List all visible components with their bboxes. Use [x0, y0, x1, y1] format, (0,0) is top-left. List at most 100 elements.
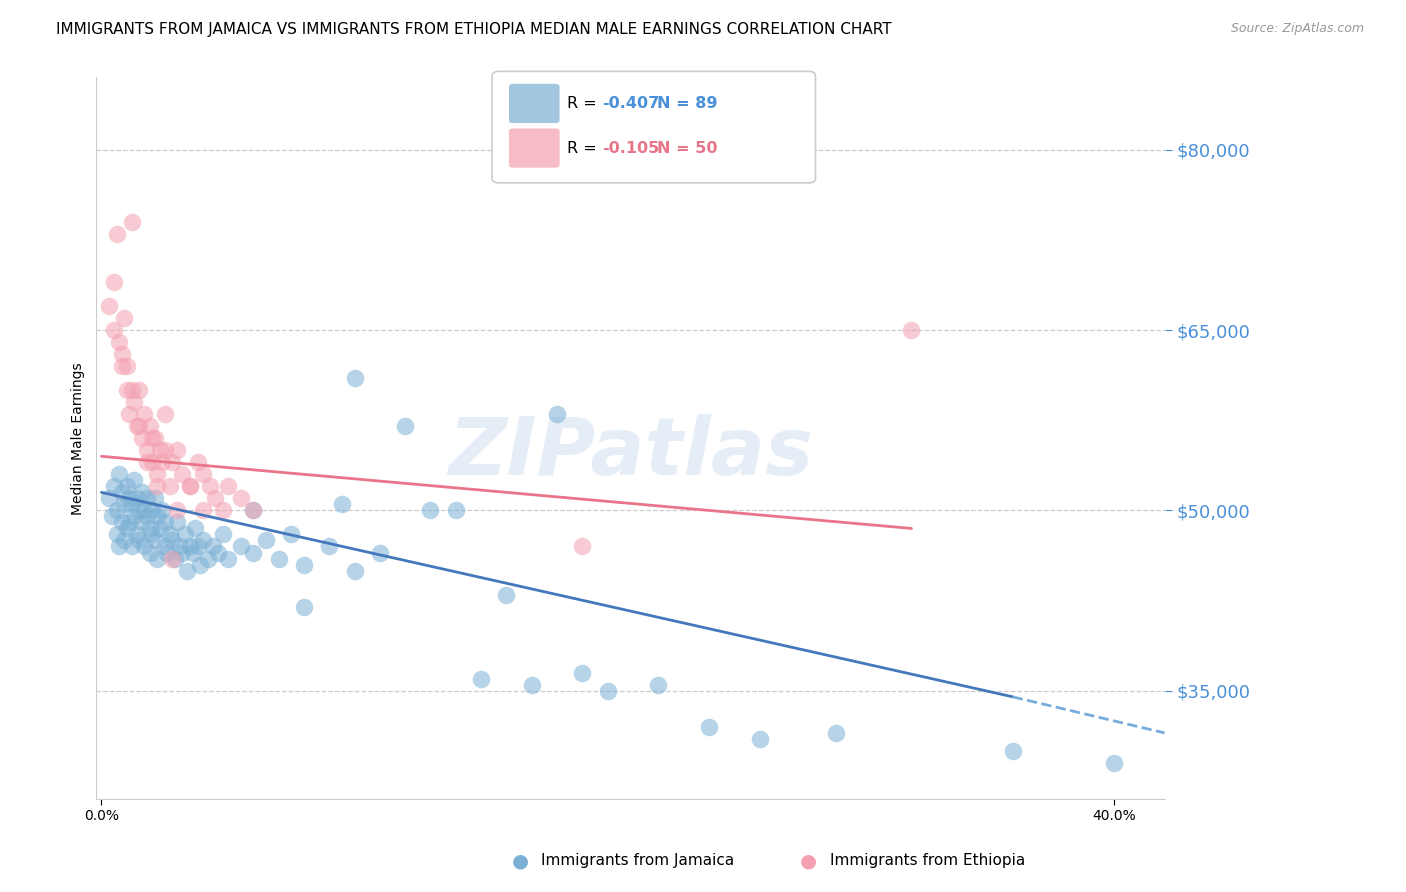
- Point: [128, 383, 150, 397]
- Point: [242, 503, 264, 517]
- Point: [343, 371, 366, 385]
- Point: [141, 431, 163, 445]
- Point: [184, 521, 207, 535]
- Point: [131, 516, 153, 530]
- Text: ●: ●: [800, 851, 817, 871]
- Point: [571, 665, 593, 680]
- Point: [162, 533, 184, 548]
- Point: [125, 491, 148, 506]
- Point: [146, 551, 169, 566]
- Point: [201, 540, 224, 554]
- Point: [179, 479, 201, 493]
- Point: [697, 720, 720, 734]
- Point: [181, 545, 204, 559]
- Point: [444, 503, 467, 517]
- Point: [134, 540, 156, 554]
- Point: [166, 443, 188, 458]
- Point: [136, 443, 159, 458]
- Point: [169, 540, 191, 554]
- Point: [1001, 744, 1024, 758]
- Point: [318, 540, 340, 554]
- Point: [495, 588, 517, 602]
- Point: [470, 672, 492, 686]
- Point: [103, 275, 125, 289]
- Point: [128, 503, 150, 517]
- Text: -0.407: -0.407: [602, 96, 659, 111]
- Point: [368, 545, 391, 559]
- Point: [121, 497, 143, 511]
- Point: [166, 503, 188, 517]
- Point: [103, 323, 125, 337]
- Point: [207, 545, 229, 559]
- Point: [112, 497, 135, 511]
- Point: [124, 474, 146, 488]
- Point: [343, 564, 366, 578]
- Point: [1102, 756, 1125, 770]
- Point: [217, 479, 239, 493]
- Text: Immigrants from Jamaica: Immigrants from Jamaica: [541, 854, 734, 868]
- Point: [98, 491, 121, 506]
- Point: [546, 407, 568, 421]
- Point: [159, 479, 181, 493]
- Point: [103, 479, 125, 493]
- Text: R =: R =: [567, 96, 602, 111]
- Point: [105, 527, 128, 541]
- Point: [174, 527, 197, 541]
- Text: IMMIGRANTS FROM JAMAICA VS IMMIGRANTS FROM ETHIOPIA MEDIAN MALE EARNINGS CORRELA: IMMIGRANTS FROM JAMAICA VS IMMIGRANTS FR…: [56, 22, 891, 37]
- Point: [156, 545, 179, 559]
- Point: [121, 215, 143, 229]
- Point: [138, 419, 160, 434]
- Point: [143, 491, 166, 506]
- Point: [118, 516, 141, 530]
- Point: [254, 533, 277, 548]
- Point: [115, 359, 138, 373]
- Point: [134, 503, 156, 517]
- Point: [153, 540, 176, 554]
- Point: [187, 455, 209, 469]
- Point: [128, 533, 150, 548]
- Point: [124, 509, 146, 524]
- Point: [330, 497, 353, 511]
- Point: [191, 467, 214, 482]
- Point: [596, 683, 619, 698]
- Point: [136, 509, 159, 524]
- Point: [141, 527, 163, 541]
- Point: [191, 533, 214, 548]
- Point: [134, 407, 156, 421]
- Point: [419, 503, 441, 517]
- Point: [108, 540, 131, 554]
- Point: [111, 347, 134, 361]
- Point: [149, 443, 172, 458]
- Point: [204, 491, 226, 506]
- Point: [146, 479, 169, 493]
- Point: [242, 545, 264, 559]
- Point: [118, 491, 141, 506]
- Point: [162, 551, 184, 566]
- Point: [112, 533, 135, 548]
- Point: [136, 455, 159, 469]
- Point: [105, 503, 128, 517]
- Text: Source: ZipAtlas.com: Source: ZipAtlas.com: [1230, 22, 1364, 36]
- Point: [138, 521, 160, 535]
- Point: [150, 503, 173, 517]
- Point: [520, 678, 543, 692]
- Text: ZIPatlas: ZIPatlas: [449, 414, 813, 491]
- Point: [141, 455, 163, 469]
- Point: [115, 521, 138, 535]
- Point: [217, 551, 239, 566]
- Point: [153, 407, 176, 421]
- Point: [647, 678, 669, 692]
- Text: N = 89: N = 89: [657, 96, 717, 111]
- Y-axis label: Median Male Earnings: Median Male Earnings: [72, 362, 86, 515]
- Point: [121, 383, 143, 397]
- Text: -0.105: -0.105: [602, 141, 659, 155]
- Point: [118, 407, 141, 421]
- Point: [172, 467, 194, 482]
- Point: [124, 395, 146, 409]
- Point: [121, 540, 143, 554]
- Point: [188, 558, 211, 572]
- Point: [115, 479, 138, 493]
- Point: [146, 467, 169, 482]
- Point: [197, 551, 219, 566]
- Point: [131, 431, 153, 445]
